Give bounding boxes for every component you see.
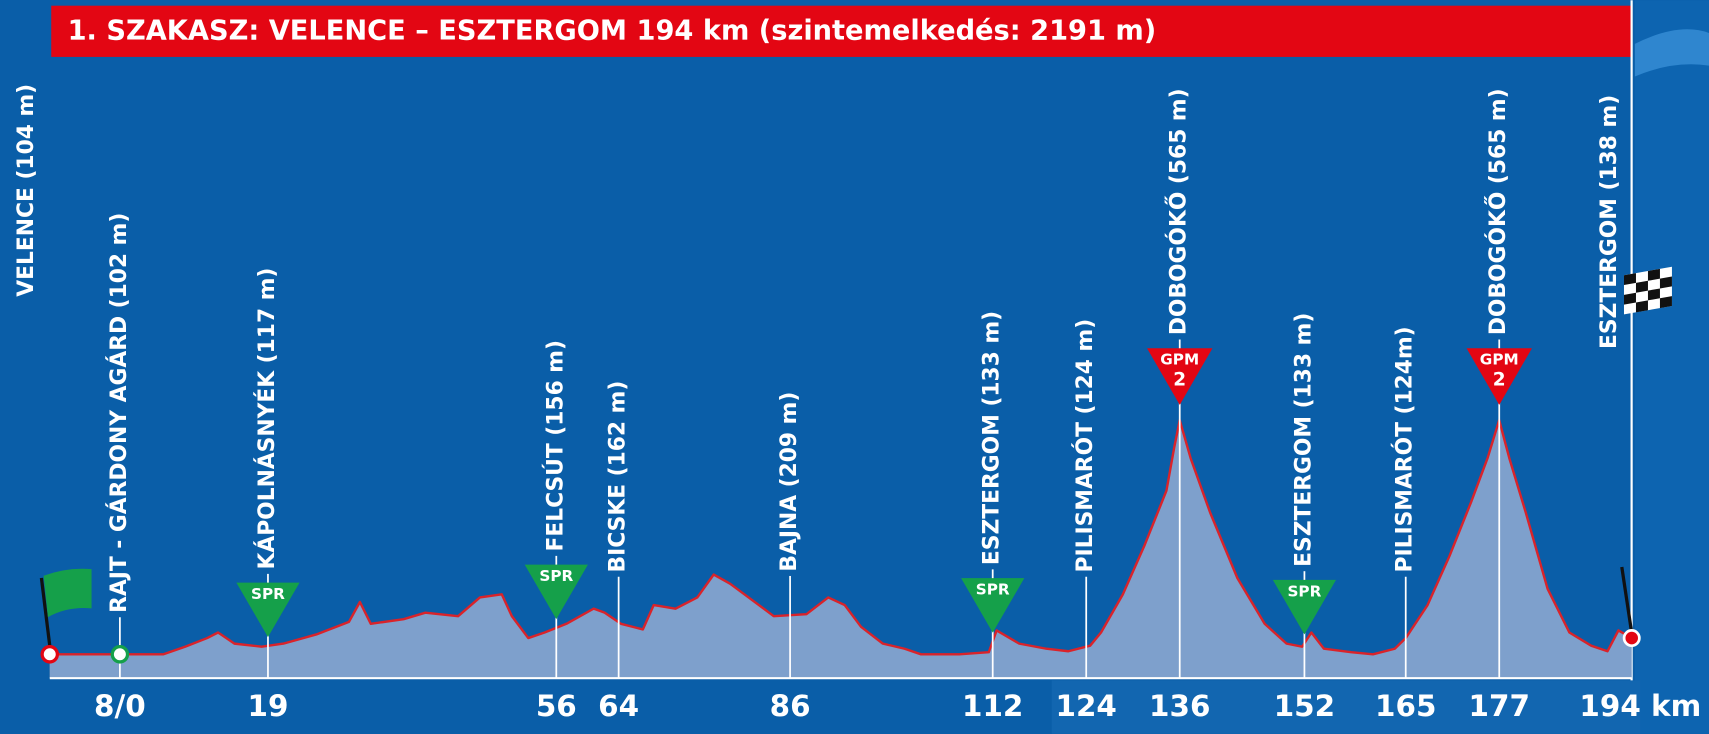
- marker-triangle: [1147, 348, 1213, 405]
- x-tick-label: 152: [1274, 689, 1335, 723]
- x-tick-label: 86: [770, 689, 811, 723]
- marker-label: SPR: [251, 585, 285, 603]
- x-tick-label: 177: [1469, 689, 1530, 723]
- marker-triangle: [236, 582, 300, 638]
- flag-pole: [1620, 566, 1634, 633]
- chart-title: 1. SZAKASZ: VELENCE – ESZTERGOM 194 km (…: [68, 15, 1157, 46]
- waypoint-label: RAJT - GÁRDONY AGÁRD (102 m): [106, 213, 132, 613]
- x-tick-label: 64: [598, 689, 639, 723]
- marker-label: SPR: [976, 581, 1010, 599]
- x-tick-label: 194 km: [1579, 689, 1701, 723]
- x-tick-label: 136: [1149, 689, 1210, 723]
- waypoint-label: BICSKE (162 m): [606, 381, 631, 573]
- waypoint-label: ESZTERGOM (133 m): [1291, 313, 1316, 567]
- title-bar: [51, 5, 1632, 57]
- marker-triangle: [961, 578, 1025, 633]
- marker-triangle: [1466, 348, 1532, 405]
- profile-area: [49, 420, 1632, 679]
- waypoint-label: KÁPOLNÁSNYÉK (117 m): [254, 268, 280, 570]
- flag-checks: [1623, 268, 1672, 313]
- marker-triangle: [1272, 579, 1337, 635]
- waypoint-label: DOBOGÓKŐ (565 m): [1166, 88, 1192, 335]
- x-tick-label: 124: [1056, 689, 1117, 723]
- map-shade: [1051, 680, 1641, 734]
- flag-cloth: [43, 568, 92, 618]
- marker-category: 2: [1173, 369, 1186, 390]
- marker-label: SPR: [1287, 582, 1321, 600]
- finish-flag: [1620, 266, 1672, 633]
- x-tick-label: 165: [1375, 689, 1436, 723]
- x-tick-label: 56: [536, 689, 577, 723]
- waypoint-label: ESZTERGOM (133 m): [980, 311, 1005, 565]
- marker-label: SPR: [539, 567, 573, 585]
- x-tick-label: 112: [962, 689, 1023, 723]
- flag-pole: [39, 577, 52, 649]
- map-backdrop: [1634, 0, 1709, 734]
- map-water: [1634, 29, 1709, 77]
- marker-triangle: [524, 564, 588, 620]
- waypoint-label: PILISMARÓT (124m): [1392, 326, 1418, 572]
- marker-label: GPM: [1480, 351, 1519, 369]
- start-flag: [39, 568, 92, 649]
- x-tick-label: 19: [247, 689, 288, 723]
- waypoint-label: BAJNA (209 m): [777, 392, 802, 572]
- start-label: VELENCE (104 m): [14, 84, 39, 297]
- neutral-start-point: [40, 645, 60, 664]
- start-point: [110, 645, 130, 664]
- profile-line: [49, 418, 1633, 656]
- waypoint-label: PILISMARÓT (124 m): [1072, 319, 1098, 573]
- finish-point: [1622, 629, 1641, 648]
- marker-category: 2: [1493, 369, 1506, 390]
- marker-label: GPM: [1160, 351, 1199, 369]
- x-tick-label: 8/0: [94, 689, 146, 723]
- waypoint-label: DOBOGÓKŐ (565 m): [1485, 88, 1511, 335]
- finish-label: ESZTERGOM (138 m): [1597, 95, 1622, 349]
- waypoint-label: FELCSÚT (156 m): [542, 340, 568, 552]
